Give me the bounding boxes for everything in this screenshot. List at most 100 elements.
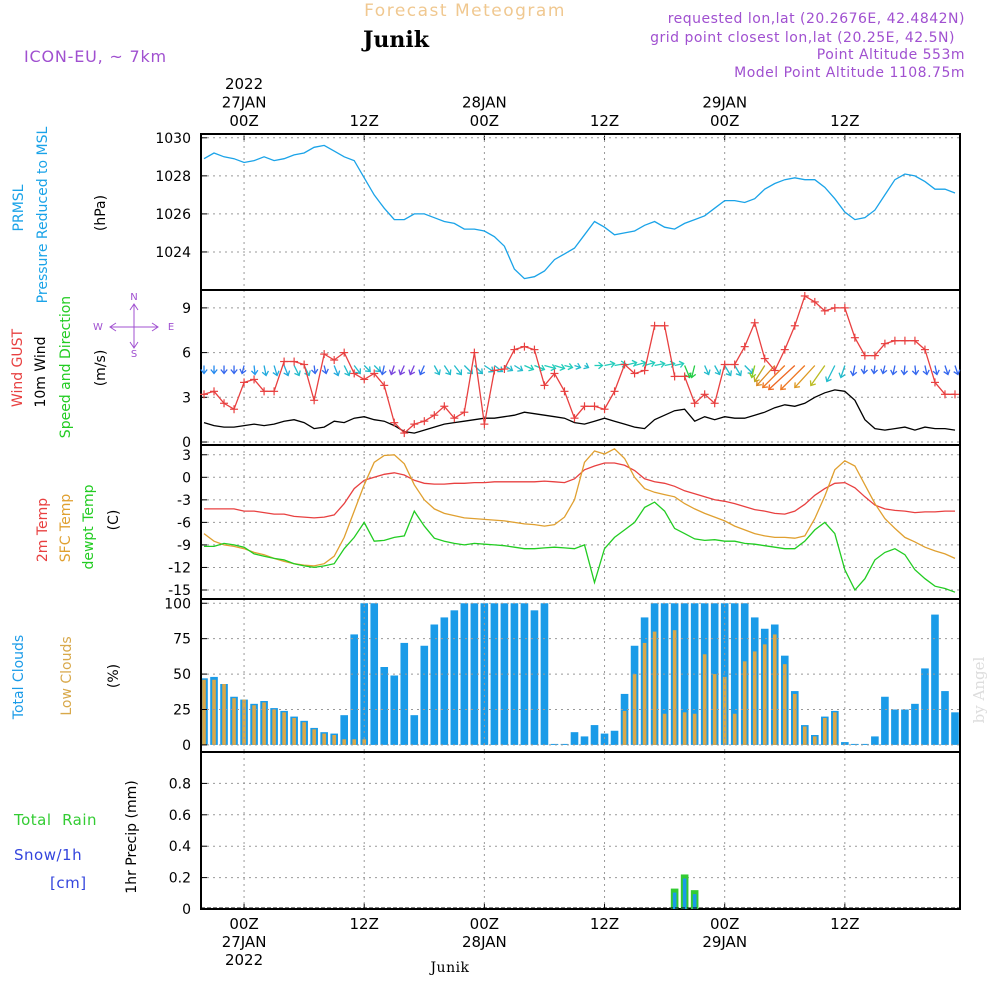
wind-arrow xyxy=(825,365,836,383)
wind-gust-point xyxy=(250,375,259,384)
wind-arrow xyxy=(809,365,826,387)
wind-arrow-shaft xyxy=(754,365,766,382)
wind-arrow-shaft xyxy=(253,365,256,375)
total-clouds-bar xyxy=(610,730,619,745)
wind-gust-point xyxy=(470,348,479,357)
wind-gust-point xyxy=(280,357,289,366)
wind-arrow-head xyxy=(753,376,760,383)
wind-arrow-shaft xyxy=(544,364,556,370)
low-clouds-bar xyxy=(212,679,216,745)
clouds-ytick-label: 25 xyxy=(173,703,191,719)
top-time-label: 29JAN xyxy=(702,94,747,112)
wind-arrow-shaft xyxy=(768,365,796,390)
wind-arrow-head xyxy=(365,366,371,373)
dewpt-label: dewpt Temp xyxy=(81,484,97,569)
wind-arrow-head xyxy=(434,369,441,376)
wind-arrow xyxy=(433,365,441,376)
top-time-label: 27JAN xyxy=(222,94,267,112)
wind-arrow-head xyxy=(911,369,920,376)
pressure-label-desc: Pressure Reduced to MSL xyxy=(35,126,51,303)
low-clouds-bar xyxy=(692,713,697,745)
dewpt-line xyxy=(204,501,956,593)
low-clouds-bar xyxy=(702,654,707,745)
total-clouds-bar xyxy=(911,703,919,745)
wind-arrow-head xyxy=(825,376,832,383)
total-clouds-bar xyxy=(941,691,949,745)
temp-ytick-label: 3 xyxy=(182,448,191,464)
wind-arrow xyxy=(220,365,228,375)
low-clouds-bar xyxy=(362,739,367,745)
precip-ytick-label: 0.2 xyxy=(169,871,191,887)
wind-arrow-head xyxy=(261,370,270,377)
low-clouds-bar xyxy=(772,634,777,745)
wind-gust-point xyxy=(270,387,279,396)
wind-gust-point xyxy=(620,360,629,369)
low-clouds-bar xyxy=(752,651,757,745)
wind-arrow xyxy=(564,363,574,371)
wind-arrow-head xyxy=(398,369,406,376)
wind-arrow-shaft xyxy=(924,365,928,375)
wind-gust-point xyxy=(480,420,489,429)
wind-gust-point xyxy=(610,387,619,396)
bottom-time-label: 00Z xyxy=(229,915,258,933)
wind-arrow xyxy=(688,365,697,379)
bottom-time-label: 12Z xyxy=(590,915,619,933)
low-clouds-bar xyxy=(813,736,817,745)
low-clouds-bar xyxy=(292,718,296,745)
wind-arrow-shaft xyxy=(751,365,756,378)
wind-gust-point xyxy=(870,351,879,360)
wind-arrow-shaft xyxy=(381,365,385,375)
wind-arrow-shaft xyxy=(664,362,675,367)
compass-arrows xyxy=(109,303,159,349)
wind-gust-point xyxy=(380,381,389,390)
wind-gust-point xyxy=(510,345,519,354)
wind-arrow xyxy=(514,364,524,372)
total-clouds-bar xyxy=(951,712,959,745)
wind-arrow-shaft xyxy=(903,365,906,375)
wind-gust-point xyxy=(680,372,689,381)
bottom-time-label: 00Z xyxy=(710,915,739,933)
pressure-line xyxy=(203,144,956,280)
wind-arrow-head xyxy=(609,360,616,368)
total-clouds-bar xyxy=(600,733,609,745)
wind-gust-point xyxy=(370,369,379,378)
wind-arrow xyxy=(443,365,452,376)
wind-ytick-label: 9 xyxy=(182,301,191,317)
wind-arrow-head xyxy=(922,369,930,376)
total-clouds-bar xyxy=(430,624,439,745)
bottom-time-label: 27JAN xyxy=(222,933,267,951)
wind-arrow-head xyxy=(762,382,768,389)
wind-arrow-head xyxy=(890,369,898,376)
wind-arrow-head xyxy=(631,359,638,367)
wind-gust-point xyxy=(700,390,709,399)
wind-arrow-head xyxy=(210,369,218,375)
total-clouds-bar xyxy=(730,603,739,745)
wind-gust-point xyxy=(810,297,819,306)
wind-panel: 0 3 6 9 xyxy=(182,289,961,451)
wind-arrow-head xyxy=(283,370,291,377)
wind-gust-point xyxy=(310,396,319,405)
wind-arrow-head xyxy=(688,372,697,379)
low-clouds-bar xyxy=(732,713,737,745)
wind-arrow-head xyxy=(408,369,416,376)
wind-arrow xyxy=(554,363,566,372)
wind-arrow-shaft xyxy=(373,365,381,372)
clouds-unit: (%) xyxy=(106,664,122,688)
low-clouds-bar xyxy=(622,710,627,745)
wind-gust-point xyxy=(730,360,739,369)
wind-arrow-head xyxy=(528,364,535,372)
wind-arrow-head xyxy=(379,369,387,376)
info-grid-point: grid point closest lon,lat (20.25E, 42.5… xyxy=(650,30,955,46)
total-clouds-label: Total Clouds xyxy=(11,635,27,720)
wind-arrow xyxy=(379,365,387,376)
wind-arrow-shaft xyxy=(780,365,806,390)
wind-arrow-shaft xyxy=(604,362,615,367)
wind-gust-point xyxy=(590,402,599,411)
info-point-altitude: Point Altitude 553m xyxy=(817,47,965,63)
wind-arrow xyxy=(932,365,940,376)
top-time-label: 00Z xyxy=(229,112,258,130)
wind-gust-point xyxy=(500,364,509,373)
wind-arrow xyxy=(953,365,961,376)
low-clouds-bar xyxy=(332,735,336,745)
